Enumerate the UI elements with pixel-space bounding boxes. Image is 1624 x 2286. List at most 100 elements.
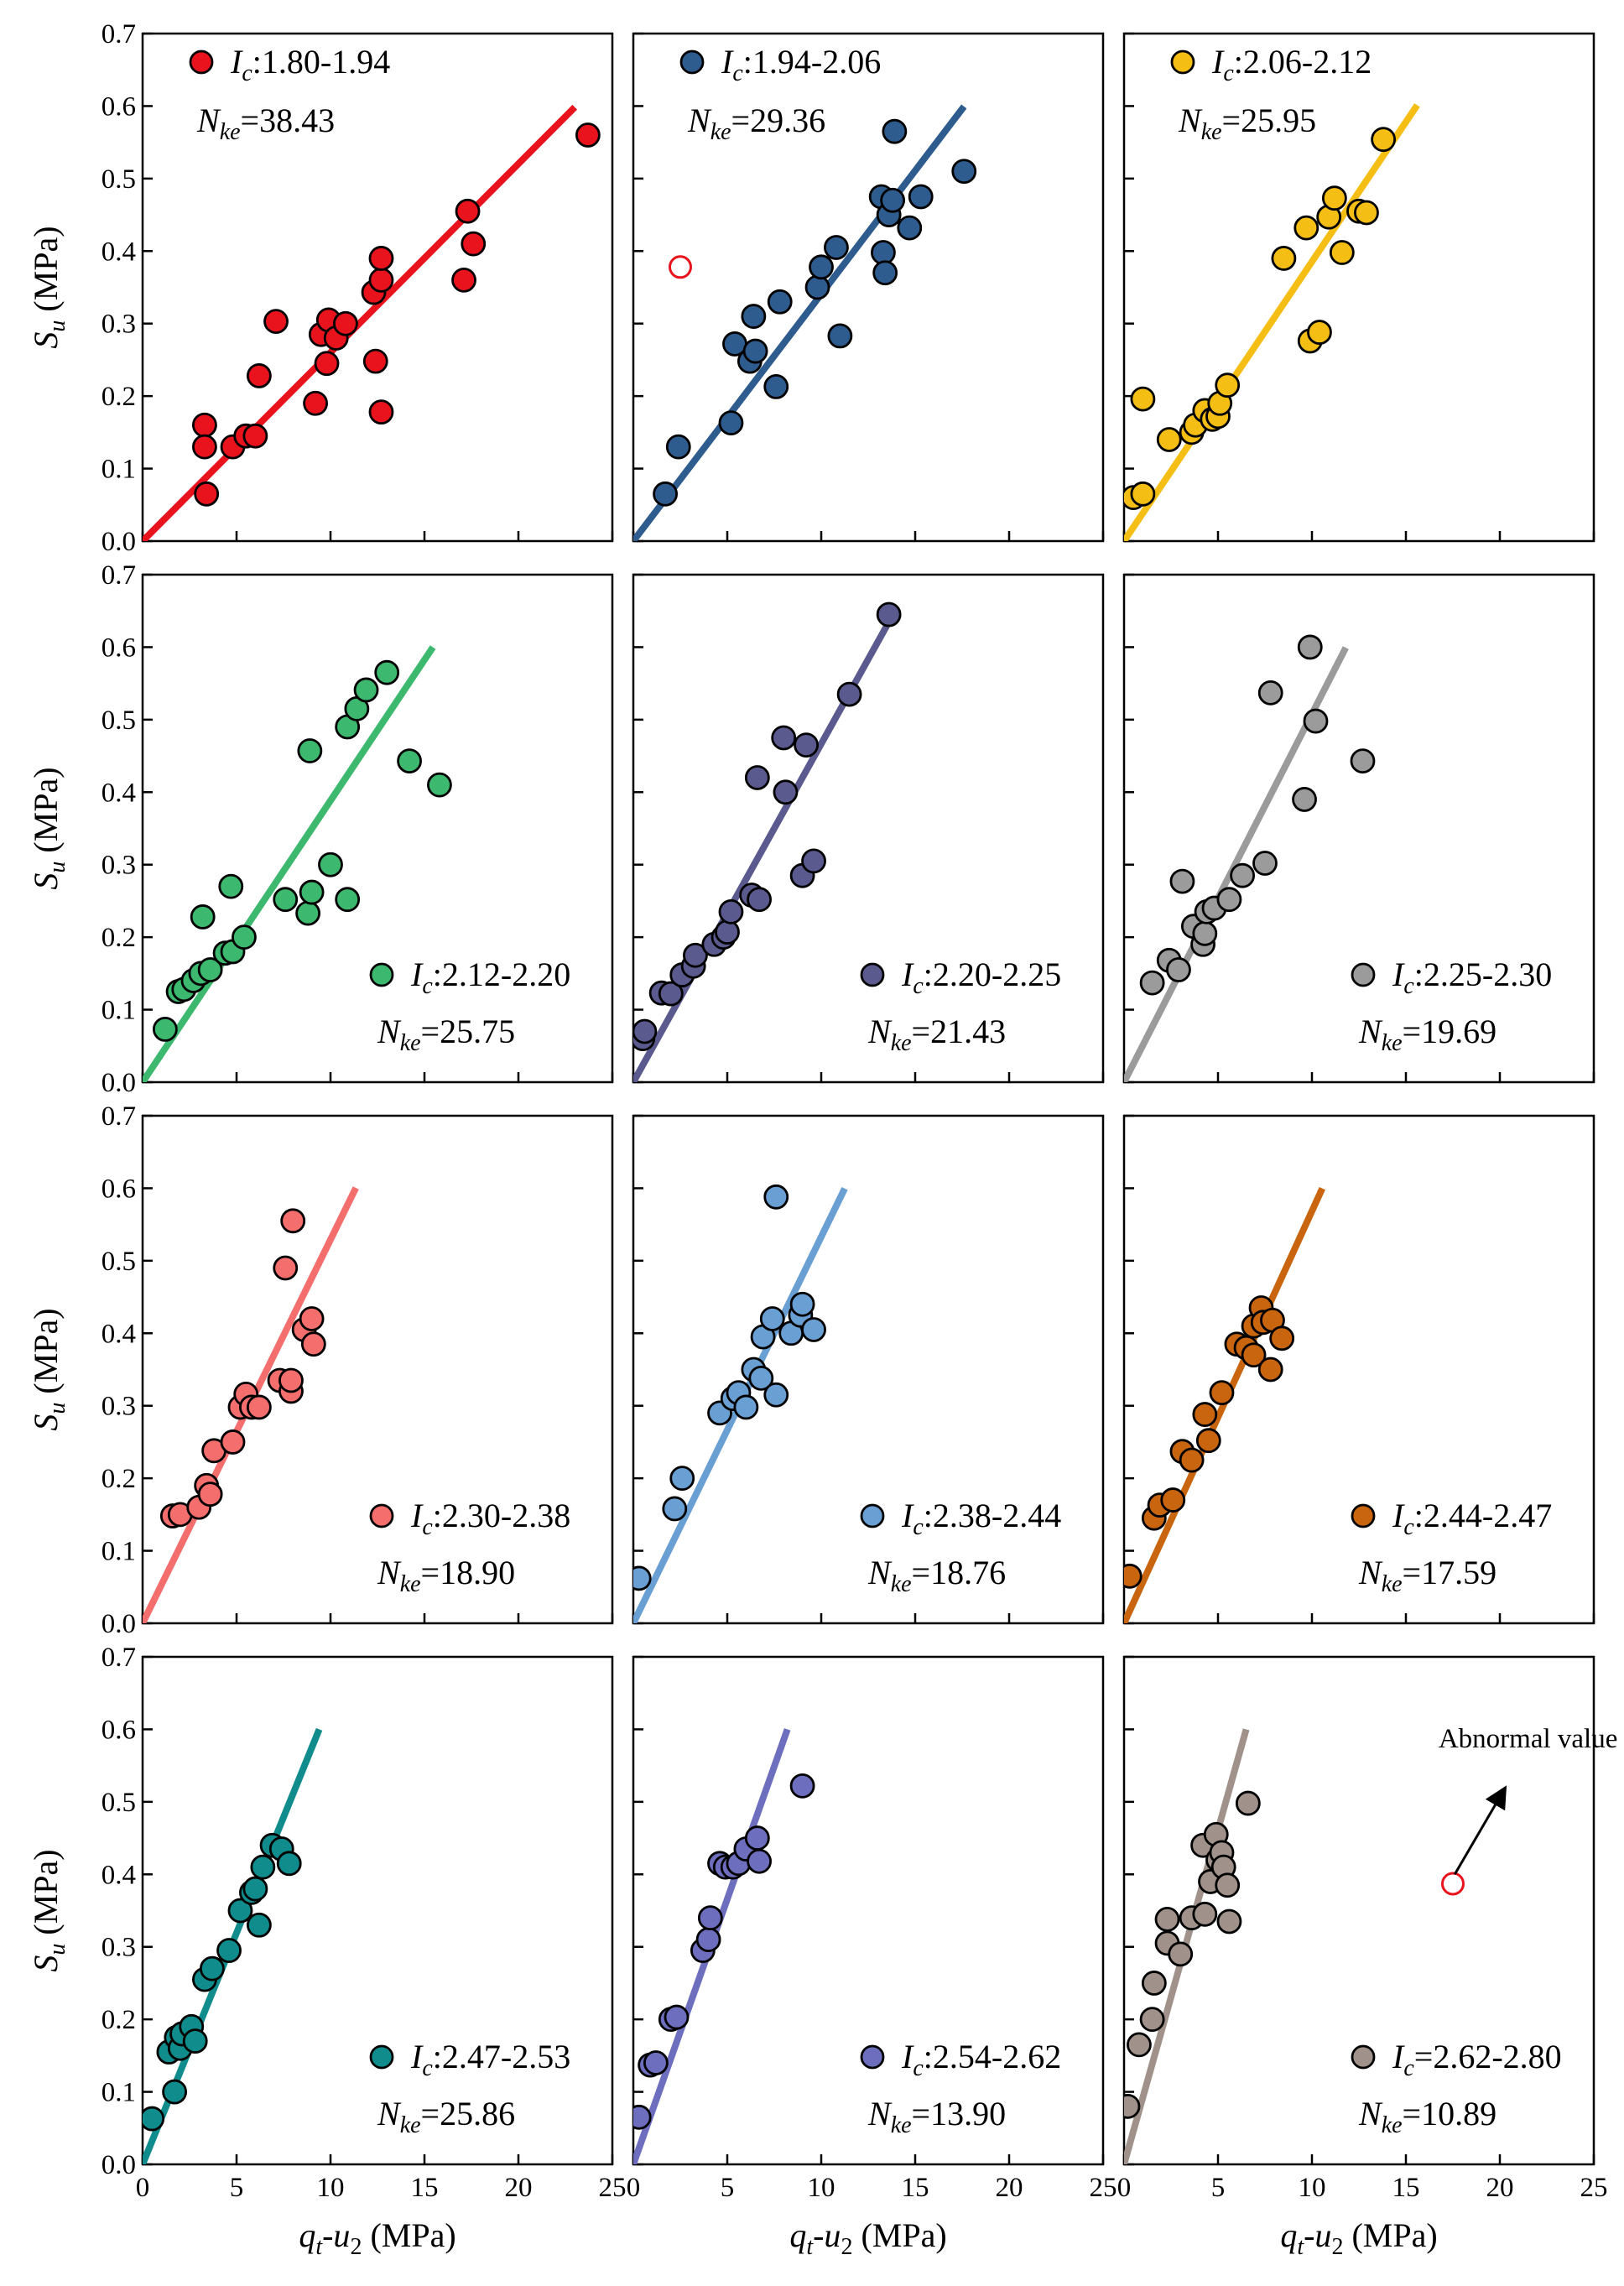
data-point: [801, 1317, 826, 1342]
legend-ic-label: Ic:2.12-2.20: [410, 956, 570, 999]
data-point: [263, 309, 289, 335]
annotation-text: Abnormal value: [1439, 1724, 1618, 1754]
data-point: [733, 1394, 759, 1420]
data-point: [633, 1565, 652, 1591]
data-point: [827, 323, 853, 349]
data-point: [143, 2106, 165, 2132]
plot-frame: [632, 1114, 1105, 1625]
x-tick-label: 5: [230, 2173, 244, 2203]
chart-panel-9: Ic:2.44-2.47 Nke=17.59: [1122, 1114, 1595, 1625]
data-point: [897, 215, 923, 241]
plot-area: [1124, 103, 1420, 541]
plot-area: [633, 1728, 815, 2164]
y-tick-label: 0.1: [102, 2078, 136, 2108]
x-tick-label: 0: [1117, 2173, 1132, 2203]
y-tick-label: 0.6: [102, 1715, 136, 1745]
plot-frame: [141, 32, 614, 543]
plot-frame: [632, 32, 1105, 543]
data-point: [1139, 970, 1165, 996]
data-point: [461, 231, 487, 257]
y-axis-label: Su (MPa): [27, 1308, 70, 1430]
data-point: [1156, 427, 1182, 452]
x-tick-label: 10: [808, 2173, 835, 2203]
plot-area: [633, 601, 902, 1082]
data-point: [1192, 920, 1218, 946]
data-point: [742, 338, 768, 364]
data-point: [1241, 1342, 1267, 1368]
data-point: [335, 887, 361, 913]
x-tick-label: 25: [599, 2173, 627, 2203]
chart-panel-5: Ic:2.20-2.25 Nke=21.43: [632, 573, 1105, 1084]
data-point: [1168, 1941, 1194, 1967]
chart-panel-10: 0 5 10 15 20 25 0.0 0.1 0.2 0.3 0.4 0.5 0.6 0.7 Su (MP…: [27, 1643, 627, 2260]
y-tick-label: 0.2: [102, 2005, 136, 2035]
data-point: [194, 481, 220, 507]
data-point: [662, 1496, 688, 1522]
chart-panel-6: Ic:2.25-2.30 Nke=19.69: [1122, 573, 1595, 1084]
x-tick-label: 15: [1392, 2173, 1420, 2203]
y-tick-label: 0.4: [102, 1319, 136, 1349]
data-point: [871, 240, 896, 265]
plot-area: [1124, 1728, 1465, 2164]
data-point: [300, 1331, 326, 1357]
data-point: [643, 2050, 669, 2075]
data-point: [1257, 680, 1283, 706]
data-point: [683, 942, 708, 968]
legend-nke-label: Nke=21.43: [867, 1013, 1006, 1056]
legend-marker: [860, 962, 885, 987]
data-point: [333, 310, 358, 336]
data-point: [763, 1184, 789, 1210]
data-point: [303, 390, 328, 416]
data-point: [882, 118, 908, 144]
plot-frame: [1122, 1114, 1595, 1625]
legend-nke-label: Nke=29.36: [687, 102, 825, 145]
legend-ic-label: Ic:2.47-2.53: [410, 2038, 570, 2081]
data-point: [1124, 1563, 1143, 1589]
data-point: [1235, 1790, 1261, 1816]
plot-frame: [1122, 32, 1595, 543]
fit-line: [633, 104, 967, 541]
y-tick-label: 0.3: [102, 851, 136, 881]
y-tick-label: 0.1: [102, 1537, 136, 1567]
legend-nke-label: Nke=18.90: [377, 1554, 515, 1597]
data-point: [1192, 1901, 1218, 1927]
data-point: [748, 1365, 774, 1391]
y-tick-label: 0.5: [102, 1247, 136, 1277]
data-point: [759, 1306, 785, 1331]
y-tick-label: 0.7: [102, 1643, 136, 1673]
data-point: [697, 1905, 723, 1931]
data-point: [1169, 868, 1195, 894]
data-point: [1307, 320, 1332, 345]
legend-marker: [1351, 962, 1376, 987]
data-point: [232, 924, 257, 950]
x-tick-label: 10: [317, 2173, 345, 2203]
chart-panel-7: 0.0 0.1 0.2 0.3 0.4 0.5 0.6 0.7 Su (MPa) Ic:2.30-…: [27, 1101, 614, 1639]
legend-ic-label: Ic:1.80-1.94: [230, 43, 390, 86]
data-point: [242, 423, 268, 449]
legend-nke-label: Nke=25.86: [377, 2095, 515, 2138]
data-point: [747, 887, 772, 913]
data-point: [397, 748, 422, 774]
x-tick-label: 0: [136, 2173, 150, 2203]
data-point: [246, 363, 272, 388]
y-tick-label: 0.7: [102, 19, 136, 49]
data-point: [299, 1306, 325, 1331]
legend-ic-label: Ic:2.44-2.47: [1392, 1497, 1552, 1540]
data-point: [789, 1773, 815, 1799]
data-point: [1215, 372, 1241, 398]
data-point: [665, 434, 691, 460]
data-point: [197, 1481, 223, 1508]
abnormal-point: [669, 255, 692, 279]
y-tick-label: 0.0: [102, 527, 136, 557]
data-point: [353, 677, 379, 703]
plot-area: [633, 104, 977, 541]
x-axis-label: qt-u2 (MPa): [1280, 2216, 1437, 2260]
chart-panel-4: 0.0 0.1 0.2 0.3 0.4 0.5 0.6 0.7 Su (MPa) Ic:2.12-…: [27, 560, 614, 1098]
data-point: [368, 267, 394, 293]
x-tick-label: 15: [411, 2173, 439, 2203]
data-point: [809, 254, 834, 280]
annotation-arrow: [1453, 1785, 1507, 1876]
data-point: [794, 732, 819, 758]
y-tick-label: 0.5: [102, 164, 136, 195]
data-point: [1293, 215, 1320, 241]
